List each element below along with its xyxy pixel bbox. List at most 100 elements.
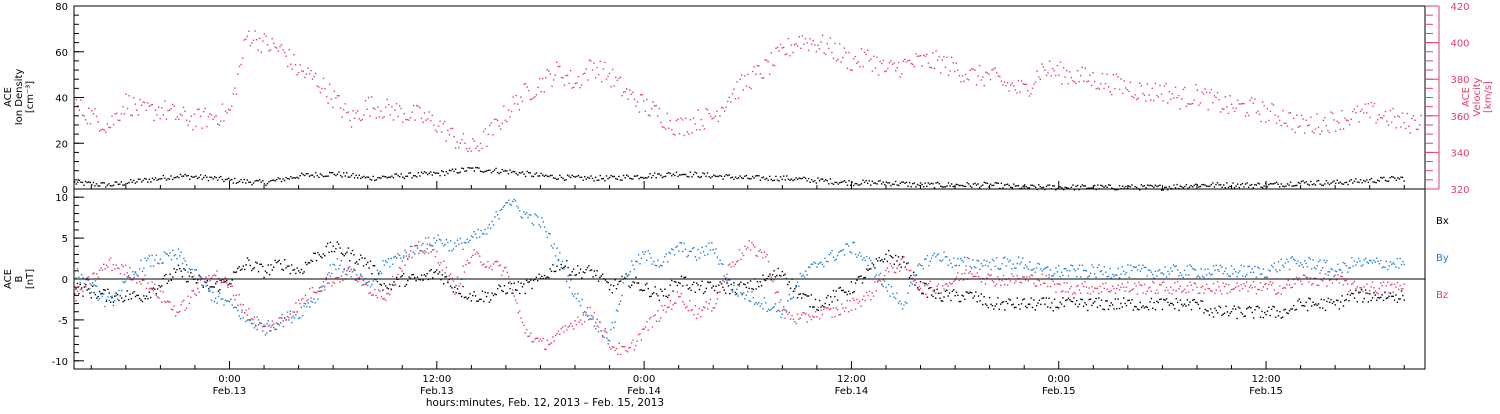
data-point xyxy=(416,244,419,247)
data-point xyxy=(574,274,576,277)
data-point xyxy=(1236,275,1238,278)
data-point xyxy=(117,119,119,121)
data-point xyxy=(154,109,157,111)
data-point xyxy=(153,119,155,122)
data-point xyxy=(1160,284,1162,286)
data-point xyxy=(1009,299,1012,301)
data-point xyxy=(310,174,312,177)
data-point xyxy=(747,290,749,293)
data-point xyxy=(737,177,740,179)
data-point xyxy=(556,61,558,63)
data-point xyxy=(781,270,784,273)
data-point xyxy=(1017,256,1020,259)
data-point xyxy=(799,272,802,275)
data-point xyxy=(1011,273,1013,275)
data-point xyxy=(1151,87,1153,89)
data-point xyxy=(1101,185,1104,187)
data-point xyxy=(1291,308,1294,310)
data-point xyxy=(431,277,434,279)
data-point xyxy=(860,275,862,277)
data-point xyxy=(343,254,345,257)
data-point xyxy=(1230,265,1233,267)
data-point xyxy=(392,176,395,179)
data-point xyxy=(941,300,944,302)
data-point xyxy=(1118,88,1121,91)
data-point xyxy=(227,286,229,288)
data-point xyxy=(711,175,713,178)
data-point xyxy=(367,176,370,178)
data-point xyxy=(1310,116,1312,118)
data-point xyxy=(1110,289,1112,292)
data-point xyxy=(704,307,706,309)
data-point xyxy=(1290,308,1292,310)
data-point xyxy=(830,307,832,310)
data-point xyxy=(179,310,181,313)
data-point xyxy=(347,268,350,270)
data-point xyxy=(318,290,321,292)
data-point xyxy=(574,320,576,322)
data-point xyxy=(1128,276,1130,279)
data-point xyxy=(556,265,558,267)
data-point xyxy=(1174,265,1176,268)
data-point xyxy=(788,281,790,283)
data-point xyxy=(441,242,444,245)
data-point xyxy=(1114,188,1116,191)
data-point xyxy=(209,279,211,282)
data-point xyxy=(1064,267,1067,270)
data-point xyxy=(675,171,678,174)
data-point xyxy=(715,303,717,305)
data-point xyxy=(1125,304,1128,307)
data-point xyxy=(786,175,788,177)
data-point xyxy=(198,291,200,293)
data-point xyxy=(1284,287,1287,289)
data-point xyxy=(1179,285,1182,287)
data-point xyxy=(646,321,648,323)
data-point xyxy=(1312,282,1314,285)
data-point xyxy=(856,298,858,301)
data-point xyxy=(109,296,112,298)
data-point xyxy=(870,58,872,60)
data-point xyxy=(255,325,257,327)
data-point xyxy=(265,184,267,187)
data-point xyxy=(80,181,82,183)
data-point xyxy=(925,283,927,285)
data-point xyxy=(162,261,164,264)
data-point xyxy=(263,33,266,35)
data-point xyxy=(1373,259,1375,262)
data-point xyxy=(1289,112,1292,114)
data-point xyxy=(1143,307,1146,309)
data-point xyxy=(771,280,774,283)
data-point xyxy=(1402,260,1404,263)
data-point xyxy=(77,105,79,107)
data-point xyxy=(666,306,669,309)
data-point xyxy=(282,325,285,328)
data-point xyxy=(1159,184,1161,186)
data-point xyxy=(165,118,168,120)
data-point xyxy=(1029,261,1031,263)
data-point xyxy=(76,290,79,293)
data-point xyxy=(1084,281,1086,283)
data-point xyxy=(1161,308,1164,311)
data-point xyxy=(333,250,336,253)
data-point xyxy=(358,276,361,279)
data-point xyxy=(1140,184,1143,186)
data-point xyxy=(1215,96,1217,99)
data-point xyxy=(277,50,280,52)
data-point xyxy=(1174,281,1176,284)
data-point xyxy=(1121,283,1124,285)
data-point xyxy=(950,283,952,285)
data-point xyxy=(1263,105,1265,107)
data-point xyxy=(330,98,332,100)
data-point xyxy=(690,250,692,253)
data-point xyxy=(1168,292,1171,294)
data-point xyxy=(643,100,645,102)
data-point xyxy=(380,284,383,286)
data-point xyxy=(279,263,282,265)
data-point xyxy=(147,257,149,260)
data-point xyxy=(672,133,675,135)
data-point xyxy=(1185,291,1187,294)
data-point xyxy=(320,286,322,288)
data-point xyxy=(1251,183,1253,186)
data-point xyxy=(490,227,492,229)
data-point xyxy=(1341,182,1343,185)
